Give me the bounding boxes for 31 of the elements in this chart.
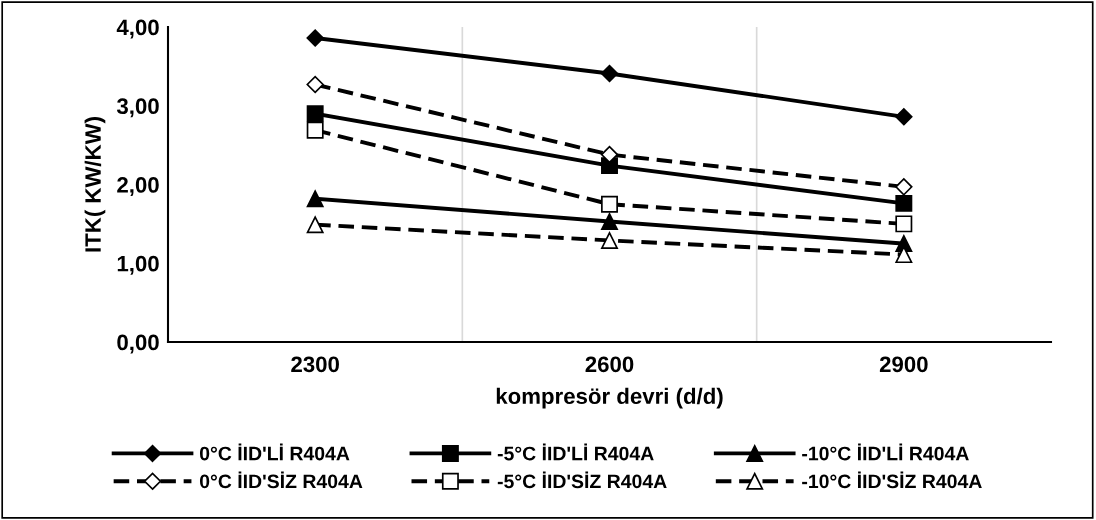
- point: [601, 231, 618, 249]
- y-tick-label: 0,00: [117, 334, 159, 354]
- point: [306, 75, 324, 94]
- y-tick-label: 4,00: [116, 19, 159, 39]
- point: [600, 145, 619, 164]
- legend-label: 0°C İID'Lİ R404A: [199, 443, 350, 461]
- y-tick-label: 1,00: [117, 255, 159, 275]
- x-tick-label: 2300: [291, 356, 339, 373]
- legend-label: -5°C İID'SİZ R404A: [497, 471, 667, 489]
- y-tick-label: 2,00: [117, 177, 159, 196]
- point: [895, 194, 913, 212]
- point: [306, 190, 324, 208]
- legend-label: -5°C İID'Lİ R404A: [497, 443, 654, 461]
- point: [895, 108, 913, 126]
- point: [306, 29, 324, 47]
- point: [895, 178, 913, 196]
- point: [306, 105, 324, 123]
- point: [306, 216, 324, 234]
- point: [895, 215, 913, 233]
- legend-label: 0°C İID'SİZ R404A: [199, 471, 363, 489]
- y-tick-label: 3,00: [116, 98, 159, 118]
- legend-label: -10°C İID'Lİ R404A: [802, 443, 969, 461]
- x-tick-label: 2600: [585, 356, 634, 373]
- x-axis-title: kompresör devri (d/d): [496, 387, 723, 409]
- point: [601, 195, 618, 213]
- point: [601, 213, 618, 230]
- legend-label: -10°C İID'SİZ R404A: [802, 471, 982, 489]
- point: [306, 121, 324, 139]
- point: [600, 64, 619, 83]
- y-axis-title: ITK( KW/KW): [84, 117, 106, 252]
- x-tick-label: 2900: [879, 356, 928, 373]
